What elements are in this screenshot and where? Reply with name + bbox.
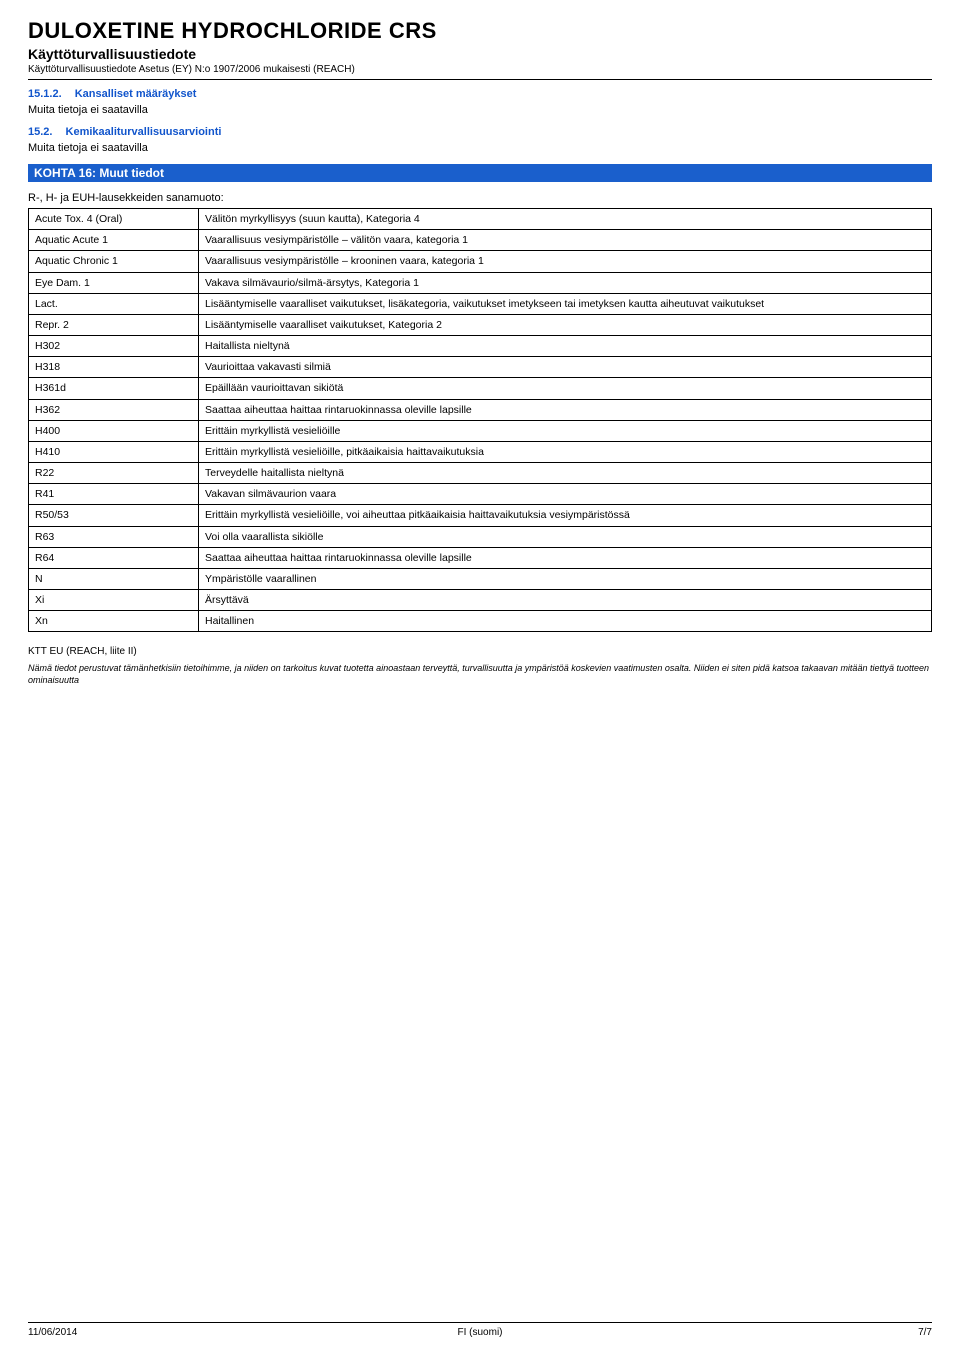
phrase-text: Vaurioittaa vakavasti silmiä xyxy=(199,357,932,378)
phrase-text: Vaarallisuus vesiympäristölle – kroonine… xyxy=(199,251,932,272)
phrase-code: R63 xyxy=(29,526,199,547)
document-subtitle-1: Käyttöturvallisuustiedote xyxy=(28,46,932,62)
phrase-code: R50/53 xyxy=(29,505,199,526)
table-row: H361dEpäillään vaurioittavan sikiötä xyxy=(29,378,932,399)
table-row: R64Saattaa aiheuttaa haittaa rintaruokin… xyxy=(29,547,932,568)
phrase-code: H362 xyxy=(29,399,199,420)
document-subtitle-2: Käyttöturvallisuustiedote Asetus (EY) N:… xyxy=(28,64,932,75)
phrase-text: Ympäristölle vaarallinen xyxy=(199,568,932,589)
phrase-text: Voi olla vaarallista sikiölle xyxy=(199,526,932,547)
disclaimer-text: Nämä tiedot perustuvat tämänhetkisiin ti… xyxy=(28,663,932,686)
section-15-1-2-body: Muita tietoja ei saatavilla xyxy=(28,104,932,116)
footer-locale: FI (suomi) xyxy=(458,1327,503,1338)
phrase-code: H400 xyxy=(29,420,199,441)
footer-date: 11/06/2014 xyxy=(28,1327,77,1338)
table-row: XiÄrsyttävä xyxy=(29,590,932,611)
phrase-text: Lisääntymiselle vaaralliset vaikutukset,… xyxy=(199,293,932,314)
section-number: 15.1.2. xyxy=(28,88,62,100)
phrase-text: Vaarallisuus vesiympäristölle – välitön … xyxy=(199,230,932,251)
phrase-text: Lisääntymiselle vaaralliset vaikutukset,… xyxy=(199,314,932,335)
phrase-text: Vakavan silmävaurion vaara xyxy=(199,484,932,505)
phrase-text: Saattaa aiheuttaa haittaa rintaruokinnas… xyxy=(199,547,932,568)
phrase-code: Eye Dam. 1 xyxy=(29,272,199,293)
table-row: R50/53Erittäin myrkyllistä vesieliöille,… xyxy=(29,505,932,526)
page-footer: 11/06/2014 FI (suomi) 7/7 xyxy=(28,1322,932,1338)
table-row: Aquatic Chronic 1Vaarallisuus vesiympäri… xyxy=(29,251,932,272)
table-row: Acute Tox. 4 (Oral)Välitön myrkyllisyys … xyxy=(29,209,932,230)
phrase-text: Haitallinen xyxy=(199,611,932,632)
table-row: H362Saattaa aiheuttaa haittaa rintaruoki… xyxy=(29,399,932,420)
section-title: Kansalliset määräykset xyxy=(75,88,197,100)
disclaimer-heading: KTT EU (REACH, liite II) xyxy=(28,646,932,657)
phrase-text: Välitön myrkyllisyys (suun kautta), Kate… xyxy=(199,209,932,230)
table-row: Lact.Lisääntymiselle vaaralliset vaikutu… xyxy=(29,293,932,314)
table-row: H302Haitallista nieltynä xyxy=(29,336,932,357)
table-row: H410Erittäin myrkyllistä vesieliöille, p… xyxy=(29,441,932,462)
section-16-bar: KOHTA 16: Muut tiedot xyxy=(28,164,932,182)
header-divider xyxy=(28,79,932,80)
footer-page-number: 7/7 xyxy=(918,1327,932,1338)
section-number: 15.2. xyxy=(28,126,52,138)
section-15-1-2-heading: 15.1.2. Kansalliset määräykset xyxy=(28,88,932,100)
phrase-text: Haitallista nieltynä xyxy=(199,336,932,357)
phrases-heading: R-, H- ja EUH-lausekkeiden sanamuoto: xyxy=(28,192,932,204)
phrase-code: R22 xyxy=(29,463,199,484)
section-15-2-body: Muita tietoja ei saatavilla xyxy=(28,142,932,154)
phrase-text: Erittäin myrkyllistä vesieliöille, voi a… xyxy=(199,505,932,526)
table-row: R22Terveydelle haitallista nieltynä xyxy=(29,463,932,484)
section-title: Kemikaaliturvallisuusarviointi xyxy=(66,126,222,138)
phrase-text: Terveydelle haitallista nieltynä xyxy=(199,463,932,484)
phrase-code: Acute Tox. 4 (Oral) xyxy=(29,209,199,230)
phrase-code: R64 xyxy=(29,547,199,568)
phrase-code: H361d xyxy=(29,378,199,399)
phrase-text: Saattaa aiheuttaa haittaa rintaruokinnas… xyxy=(199,399,932,420)
table-row: H318Vaurioittaa vakavasti silmiä xyxy=(29,357,932,378)
table-row: XnHaitallinen xyxy=(29,611,932,632)
page: DULOXETINE HYDROCHLORIDE CRS Käyttöturva… xyxy=(0,0,960,687)
table-row: Eye Dam. 1Vakava silmävaurio/silmä-ärsyt… xyxy=(29,272,932,293)
table-row: Aquatic Acute 1Vaarallisuus vesiympärist… xyxy=(29,230,932,251)
phrase-code: H318 xyxy=(29,357,199,378)
phrase-text: Epäillään vaurioittavan sikiötä xyxy=(199,378,932,399)
phrase-text: Erittäin myrkyllistä vesieliöille, pitkä… xyxy=(199,441,932,462)
phrase-code: Lact. xyxy=(29,293,199,314)
phrase-code: R41 xyxy=(29,484,199,505)
phrase-code: Repr. 2 xyxy=(29,314,199,335)
phrase-code: N xyxy=(29,568,199,589)
table-row: H400Erittäin myrkyllistä vesieliöille xyxy=(29,420,932,441)
phrase-text: Ärsyttävä xyxy=(199,590,932,611)
phrase-code: H302 xyxy=(29,336,199,357)
phrases-table: Acute Tox. 4 (Oral)Välitön myrkyllisyys … xyxy=(28,208,932,632)
phrase-code: Xi xyxy=(29,590,199,611)
table-row: NYmpäristölle vaarallinen xyxy=(29,568,932,589)
phrase-text: Erittäin myrkyllistä vesieliöille xyxy=(199,420,932,441)
phrase-text: Vakava silmävaurio/silmä-ärsytys, Katego… xyxy=(199,272,932,293)
table-row: R41Vakavan silmävaurion vaara xyxy=(29,484,932,505)
document-title: DULOXETINE HYDROCHLORIDE CRS xyxy=(28,18,932,44)
table-row: Repr. 2Lisääntymiselle vaaralliset vaiku… xyxy=(29,314,932,335)
table-row: R63Voi olla vaarallista sikiölle xyxy=(29,526,932,547)
section-15-2-heading: 15.2. Kemikaaliturvallisuusarviointi xyxy=(28,126,932,138)
phrase-code: Aquatic Chronic 1 xyxy=(29,251,199,272)
phrase-code: H410 xyxy=(29,441,199,462)
phrase-code: Aquatic Acute 1 xyxy=(29,230,199,251)
phrase-code: Xn xyxy=(29,611,199,632)
